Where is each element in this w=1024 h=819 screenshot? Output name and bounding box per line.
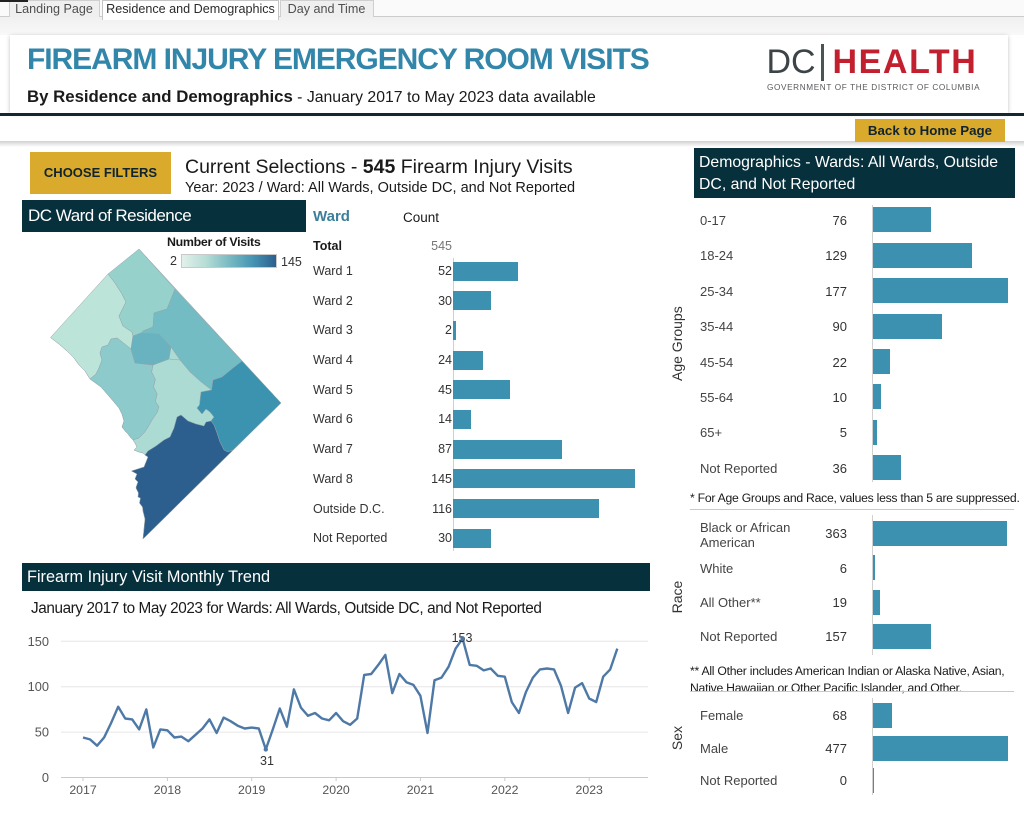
svg-text:150: 150 bbox=[28, 634, 49, 649]
svg-text:31: 31 bbox=[260, 754, 274, 768]
svg-text:2021: 2021 bbox=[407, 783, 435, 797]
svg-text:2019: 2019 bbox=[238, 783, 266, 797]
svg-text:2017: 2017 bbox=[69, 783, 97, 797]
svg-text:2020: 2020 bbox=[322, 783, 350, 797]
svg-text:2018: 2018 bbox=[154, 783, 182, 797]
svg-text:0: 0 bbox=[42, 770, 49, 785]
svg-text:50: 50 bbox=[35, 725, 49, 740]
svg-text:2022: 2022 bbox=[491, 783, 519, 797]
svg-text:2023: 2023 bbox=[576, 783, 604, 797]
svg-text:100: 100 bbox=[28, 679, 49, 694]
